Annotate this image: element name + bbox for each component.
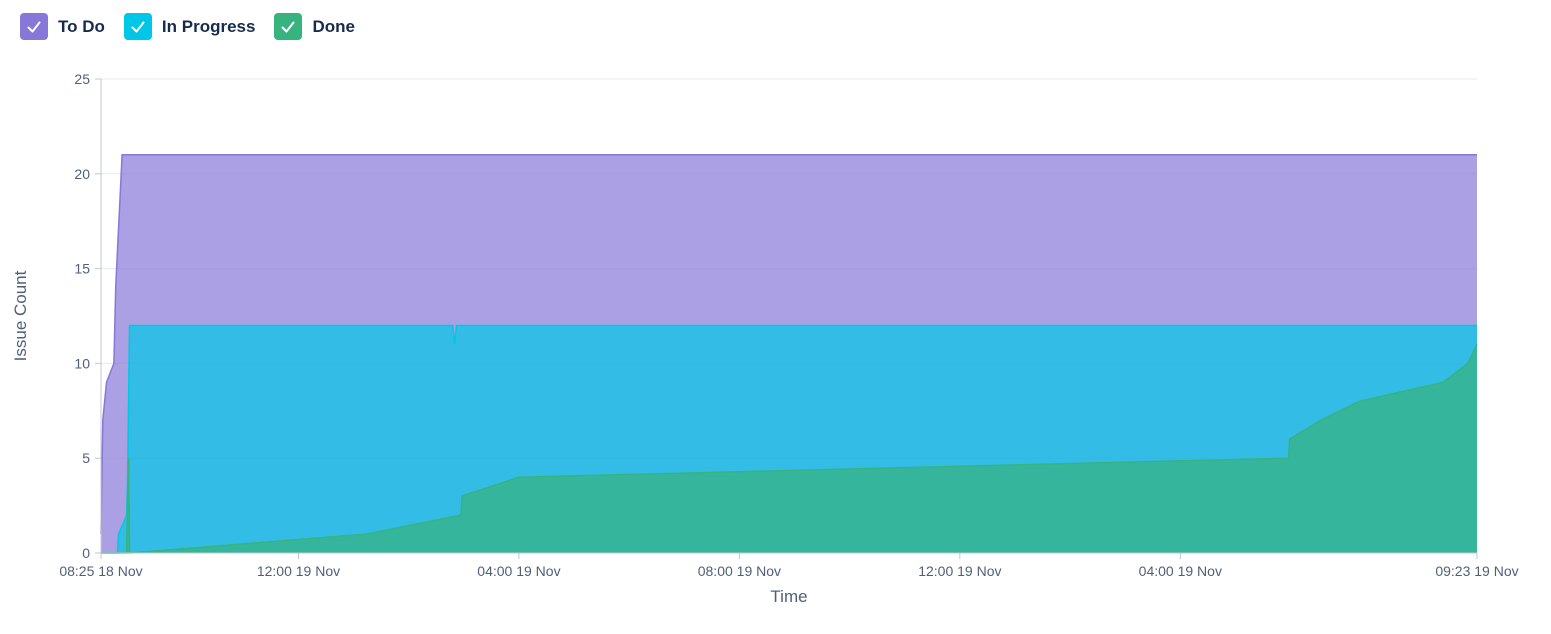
series-areas (101, 155, 1477, 553)
x-tick-label-1: 12:00 19 Nov (257, 563, 340, 579)
x-tick-label-2: 04:00 19 Nov (477, 563, 560, 579)
y-tick-label-20: 20 (74, 166, 90, 182)
y-tick-label-15: 15 (74, 261, 90, 277)
y-tick-label-0: 0 (82, 545, 90, 561)
x-tick-label-3: 08:00 19 Nov (698, 563, 781, 579)
x-tick-label-5: 04:00 19 Nov (1139, 563, 1222, 579)
y-tick-label-25: 25 (74, 71, 90, 87)
y-axis-title: Issue Count (11, 270, 30, 361)
y-tick-label-10: 10 (74, 355, 90, 371)
x-tick-label-6: 09:23 19 Nov (1435, 563, 1518, 579)
x-tick-label-0: 08:25 18 Nov (59, 563, 142, 579)
x-tick-label-4: 12:00 19 Nov (918, 563, 1001, 579)
y-tick-label-5: 5 (82, 450, 90, 466)
x-axis-title: Time (770, 587, 807, 606)
